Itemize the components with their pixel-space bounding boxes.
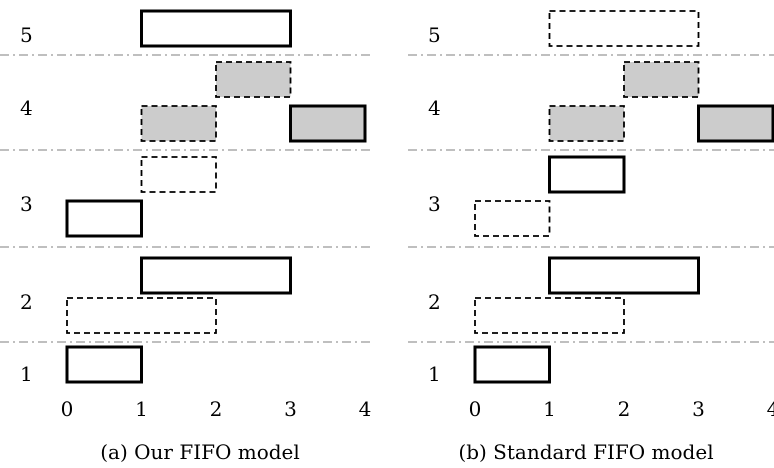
interval-box <box>65 345 143 384</box>
x-tick-label: 0 <box>469 397 482 421</box>
interval-box <box>473 345 551 384</box>
panel-caption: (b) Standard FIFO model <box>458 440 713 464</box>
interval-box <box>140 156 217 193</box>
panel-standard-fifo: 5 4 3 2 1 0 1 2 3 4 (b) Standard FIFO model <box>408 10 774 464</box>
lane-label: 1 <box>428 362 441 386</box>
interval-box <box>697 104 774 143</box>
x-tick-label: 3 <box>692 397 705 421</box>
x-tick-label: 1 <box>135 397 148 421</box>
lane-label: 2 <box>428 290 441 314</box>
lane-label: 4 <box>20 96 33 120</box>
interval-box <box>66 297 217 334</box>
x-tick-label: 1 <box>543 397 556 421</box>
lane-label: 5 <box>428 23 441 47</box>
lane-label: 5 <box>20 23 33 47</box>
interval-box <box>140 105 217 142</box>
interval-box <box>548 155 626 194</box>
lane-label: 3 <box>20 192 33 216</box>
x-tick-label: 4 <box>359 397 372 421</box>
interval-box <box>474 297 625 334</box>
interval-box <box>289 104 367 143</box>
interval-box <box>140 256 292 295</box>
x-tick-label: 2 <box>618 397 631 421</box>
interval-box <box>548 256 700 295</box>
x-tick-label: 4 <box>767 397 774 421</box>
x-tick-label: 0 <box>61 397 74 421</box>
interval-box <box>65 199 143 238</box>
x-tick-label: 3 <box>284 397 297 421</box>
lane-label: 1 <box>20 362 33 386</box>
panel-caption: (a) Our FIFO model <box>100 440 300 464</box>
lane-label: 3 <box>428 192 441 216</box>
interval-box <box>474 200 551 237</box>
interval-box <box>548 10 700 47</box>
lane-label: 4 <box>428 96 441 120</box>
panel-our-fifo: 5 4 3 2 1 0 1 2 3 4 (a) Our FIFO model <box>0 9 372 464</box>
interval-box <box>215 61 292 98</box>
interval-box <box>140 9 292 48</box>
interval-box <box>623 61 700 98</box>
interval-box <box>548 105 625 142</box>
lane-label: 2 <box>20 290 33 314</box>
x-tick-label: 2 <box>210 397 223 421</box>
